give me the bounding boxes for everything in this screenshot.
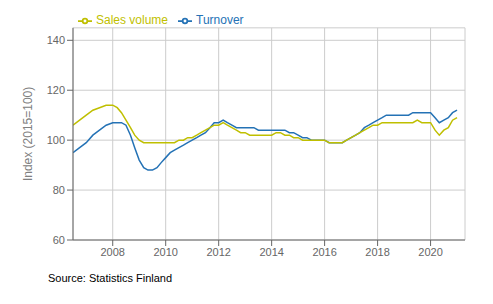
svg-text:2020: 2020 — [418, 246, 442, 258]
svg-text:80: 80 — [53, 184, 65, 196]
svg-text:2010: 2010 — [153, 246, 177, 258]
html-text:Turnover: Turnover — [196, 13, 244, 27]
svg-text:140: 140 — [47, 34, 65, 46]
html-text:Source: Statistics Finland: Source: Statistics Finland — [48, 272, 173, 284]
html-text:Sales volume: Sales volume — [96, 13, 168, 27]
svg-text:100: 100 — [47, 134, 65, 146]
svg-text:2014: 2014 — [259, 246, 283, 258]
svg-text:2008: 2008 — [100, 246, 124, 258]
svg-text:2012: 2012 — [206, 246, 230, 258]
svg-text:Index (2015=100): Index (2015=100) — [21, 87, 35, 181]
svg-text:2016: 2016 — [312, 246, 336, 258]
svg-text:120: 120 — [47, 84, 65, 96]
svg-text:2018: 2018 — [365, 246, 389, 258]
svg-text:60: 60 — [53, 234, 65, 246]
